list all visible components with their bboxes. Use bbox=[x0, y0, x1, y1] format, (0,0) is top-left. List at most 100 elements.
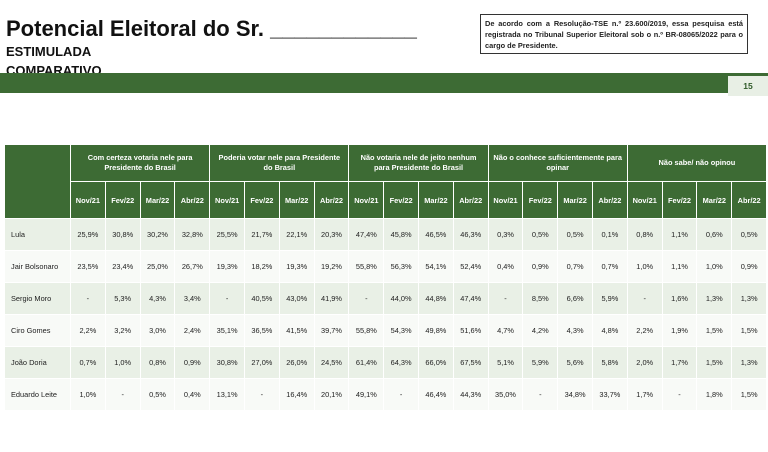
table-cell: 0,4% bbox=[174, 378, 211, 411]
table-cell: 55,8% bbox=[348, 250, 385, 283]
table-cell: - bbox=[522, 378, 559, 411]
period-header: Abr/22 bbox=[731, 181, 768, 219]
group-header: Poderia votar nele para Presidente do Br… bbox=[209, 144, 350, 182]
table-cell: 8,5% bbox=[522, 282, 559, 315]
table-cell: - bbox=[70, 282, 106, 315]
table-cell: 1,0% bbox=[70, 378, 106, 411]
table-cell: 4,8% bbox=[592, 314, 628, 347]
table-cell: 0,7% bbox=[557, 250, 593, 283]
period-header: Nov/21 bbox=[487, 181, 524, 219]
table-cell: 2,2% bbox=[626, 314, 663, 347]
table-cell: 44,8% bbox=[418, 282, 454, 315]
table-cell: 0,9% bbox=[174, 346, 211, 379]
table-cell: 1,8% bbox=[696, 378, 733, 411]
table-cell: 0,7% bbox=[70, 346, 106, 379]
header-band bbox=[0, 73, 768, 93]
table-cell: 46,3% bbox=[452, 218, 489, 251]
table-cell: 6,6% bbox=[557, 282, 593, 315]
table-cell: 1,1% bbox=[661, 218, 698, 251]
table-cell: 26,7% bbox=[174, 250, 211, 283]
table-cell: 35,0% bbox=[487, 378, 524, 411]
table-cell: 23,5% bbox=[70, 250, 106, 283]
table-cell: 3,2% bbox=[104, 314, 141, 347]
table-cell: 3,0% bbox=[139, 314, 176, 347]
group-header: Não o conhece suficientemente para opina… bbox=[487, 144, 628, 182]
table-cell: 32,8% bbox=[174, 218, 211, 251]
table-cell: 1,3% bbox=[696, 282, 733, 315]
table-cell: 66,0% bbox=[418, 346, 454, 379]
table-cell: 26,0% bbox=[278, 346, 315, 379]
tse-registration-note: De acordo com a Resolução-TSE n.º 23.600… bbox=[480, 14, 748, 54]
candidate-name: João Doria bbox=[4, 346, 71, 379]
table-cell: 1,3% bbox=[731, 346, 768, 379]
table-cell: 41,5% bbox=[278, 314, 315, 347]
table-cell: 2,4% bbox=[174, 314, 211, 347]
table-cell: 13,1% bbox=[209, 378, 246, 411]
period-header: Mar/22 bbox=[139, 181, 176, 219]
candidate-name: Eduardo Leite bbox=[4, 378, 71, 411]
period-header: Fev/22 bbox=[383, 181, 420, 219]
table-cell: 43,0% bbox=[278, 282, 315, 315]
group-header: Não sabe/ não opinou bbox=[626, 144, 768, 182]
table-cell: 1,0% bbox=[696, 250, 733, 283]
table-cell: 44,0% bbox=[383, 282, 420, 315]
table-cell: 41,9% bbox=[313, 282, 350, 315]
table-cell: 30,8% bbox=[104, 218, 141, 251]
table-cell: 0,9% bbox=[522, 250, 559, 283]
table-cell: 0,1% bbox=[592, 218, 628, 251]
table-cell: 46,4% bbox=[418, 378, 454, 411]
table-cell: 46,5% bbox=[418, 218, 454, 251]
table-cell: 49,1% bbox=[348, 378, 385, 411]
table-cell: 22,1% bbox=[278, 218, 315, 251]
table-row: João Doria 0,7% 1,0% 0,8% 0,9% 30,8% 27,0% 26,0… bbox=[4, 346, 768, 379]
candidate-name: Jair Bolsonaro bbox=[4, 250, 71, 283]
table-cell: 1,0% bbox=[626, 250, 663, 283]
table-cell: 47,4% bbox=[452, 282, 489, 315]
table-cell: 1,5% bbox=[731, 378, 768, 411]
table-cell: 5,1% bbox=[487, 346, 524, 379]
comparison-table: Com certeza votaria nele para Presidente… bbox=[4, 144, 768, 411]
period-header: Mar/22 bbox=[696, 181, 733, 219]
table-cell: 0,5% bbox=[731, 218, 768, 251]
table-cell: 25,9% bbox=[70, 218, 106, 251]
period-header: Fev/22 bbox=[522, 181, 559, 219]
table-cell: 0,7% bbox=[592, 250, 628, 283]
table-cell: 1,7% bbox=[661, 346, 698, 379]
table-cell: 45,8% bbox=[383, 218, 420, 251]
table-cell: 40,5% bbox=[244, 282, 280, 315]
table-cell: 0,3% bbox=[487, 218, 524, 251]
table-cell: - bbox=[244, 378, 280, 411]
table-cell: 54,3% bbox=[383, 314, 420, 347]
table-cell: - bbox=[104, 378, 141, 411]
table-cell: 52,4% bbox=[452, 250, 489, 283]
period-header: Nov/21 bbox=[70, 181, 106, 219]
table-cell: 20,3% bbox=[313, 218, 350, 251]
table-cell: 1,0% bbox=[104, 346, 141, 379]
table-cell: - bbox=[487, 282, 524, 315]
table-cell: 54,1% bbox=[418, 250, 454, 283]
table-cell: 0,5% bbox=[139, 378, 176, 411]
table-cell: 5,8% bbox=[592, 346, 628, 379]
table-cell: 44,3% bbox=[452, 378, 489, 411]
period-header: Nov/21 bbox=[348, 181, 385, 219]
table-cell: - bbox=[348, 282, 385, 315]
table-cell: 1,7% bbox=[626, 378, 663, 411]
table-cell: 16,4% bbox=[278, 378, 315, 411]
table-cell: 23,4% bbox=[104, 250, 141, 283]
table-cell: 4,3% bbox=[557, 314, 593, 347]
period-header: Fev/22 bbox=[104, 181, 141, 219]
table-cell: 49,8% bbox=[418, 314, 454, 347]
table-cell: 0,5% bbox=[522, 218, 559, 251]
table-cell: - bbox=[383, 378, 420, 411]
period-header: Nov/21 bbox=[209, 181, 246, 219]
table-cell: 5,3% bbox=[104, 282, 141, 315]
table-cell: 56,3% bbox=[383, 250, 420, 283]
candidate-name: Lula bbox=[4, 218, 71, 251]
period-header: Nov/21 bbox=[626, 181, 663, 219]
table-cell: - bbox=[209, 282, 246, 315]
subtitle-estimulada: ESTIMULADA bbox=[6, 44, 92, 59]
table-cell: 18,2% bbox=[244, 250, 280, 283]
table-cell: 21,7% bbox=[244, 218, 280, 251]
table-cell: 0,5% bbox=[557, 218, 593, 251]
table-cell: 1,1% bbox=[661, 250, 698, 283]
